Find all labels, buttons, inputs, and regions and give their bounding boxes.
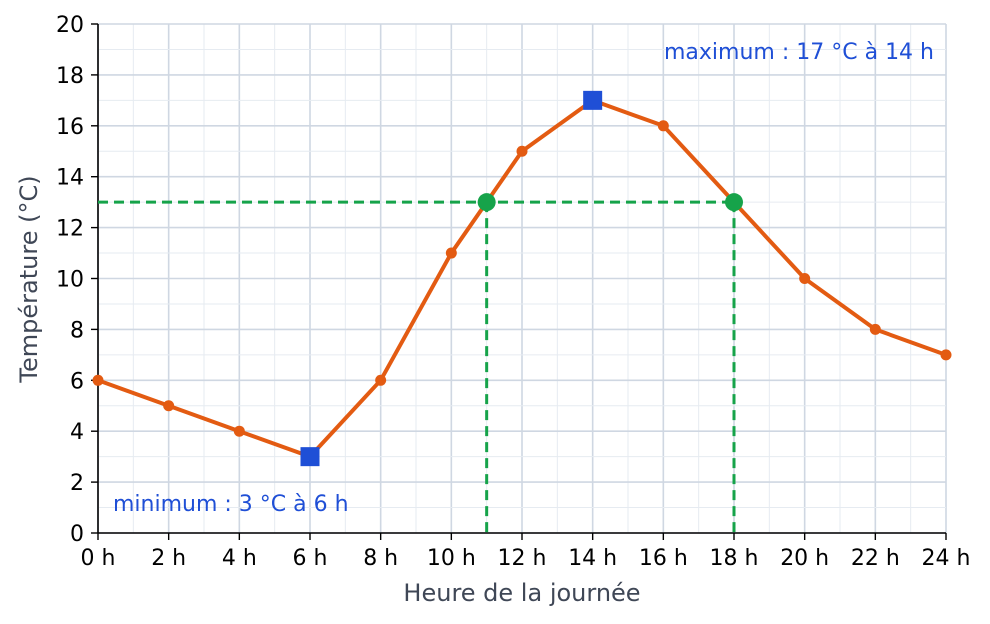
y-tick-label: 2 xyxy=(70,471,84,496)
data-point xyxy=(92,374,104,386)
data-point xyxy=(940,349,952,361)
series-line xyxy=(96,98,948,459)
annotation-minimum: minimum : 3 °C à 6 h xyxy=(113,492,349,517)
special-markers xyxy=(300,90,743,467)
data-point xyxy=(516,145,528,157)
x-tick-label: 8 h xyxy=(363,546,398,571)
y-tick-label: 8 xyxy=(70,318,84,343)
y-tick-label: 12 xyxy=(56,217,84,242)
x-tick-label: 0 h xyxy=(81,546,116,571)
crossing-marker xyxy=(477,193,496,212)
data-point xyxy=(375,374,387,386)
grid xyxy=(97,23,947,534)
y-tick-label: 14 xyxy=(56,166,84,191)
x-tick-label: 24 h xyxy=(922,546,971,571)
data-point xyxy=(799,273,811,284)
series-temperature xyxy=(92,94,952,463)
x-tick-label: 12 h xyxy=(498,546,547,571)
crossing-marker xyxy=(725,193,743,212)
y-tick-labels: 0 2 4 6 8 10 12 14 16 18 20 xyxy=(56,13,84,547)
data-point xyxy=(657,120,669,132)
annotation-maximum: maximum : 17 °C à 14 h xyxy=(664,40,934,65)
data-point xyxy=(163,400,175,412)
x-tick-label: 4 h xyxy=(222,546,257,571)
x-tick-labels: 0 h 2 h 4 h 6 h 8 h 10 h 12 h 14 h 16 h 18 h 20 h 2… xyxy=(81,546,971,571)
extremum-marker xyxy=(300,447,320,467)
extremum-marker xyxy=(583,90,603,110)
y-tick-label: 18 xyxy=(56,64,84,89)
data-point xyxy=(445,247,457,259)
x-tick-label: 18 h xyxy=(710,546,759,571)
threshold-lines xyxy=(98,200,736,533)
x-tick-label: 14 h xyxy=(568,546,617,571)
axes xyxy=(91,23,947,540)
y-axis-title: Température (°C) xyxy=(15,175,43,383)
data-point xyxy=(233,425,245,437)
x-tick-label: 22 h xyxy=(851,546,900,571)
x-axis-title: Heure de la journée xyxy=(403,579,640,607)
data-point xyxy=(869,323,881,335)
x-tick-label: 6 h xyxy=(293,546,328,571)
y-tick-label: 0 xyxy=(70,522,84,547)
y-tick-label: 10 xyxy=(56,268,84,293)
x-tick-label: 16 h xyxy=(639,546,688,571)
y-tick-label: 16 xyxy=(56,115,84,140)
x-tick-label: 10 h xyxy=(427,546,476,571)
y-tick-label: 4 xyxy=(70,420,84,445)
x-tick-label: 20 h xyxy=(780,546,829,571)
y-tick-label: 20 xyxy=(56,13,84,38)
x-tick-label: 2 h xyxy=(151,546,186,571)
y-tick-label: 6 xyxy=(70,369,84,394)
